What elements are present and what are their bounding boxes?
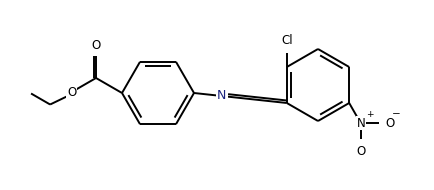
Text: O: O xyxy=(357,145,366,158)
Text: −: − xyxy=(392,109,401,119)
Text: O: O xyxy=(67,86,76,98)
Text: +: + xyxy=(366,110,374,119)
Text: O: O xyxy=(385,116,395,130)
Text: Cl: Cl xyxy=(281,34,293,47)
Text: N: N xyxy=(357,116,365,130)
Text: N: N xyxy=(217,89,227,102)
Text: O: O xyxy=(92,39,101,52)
